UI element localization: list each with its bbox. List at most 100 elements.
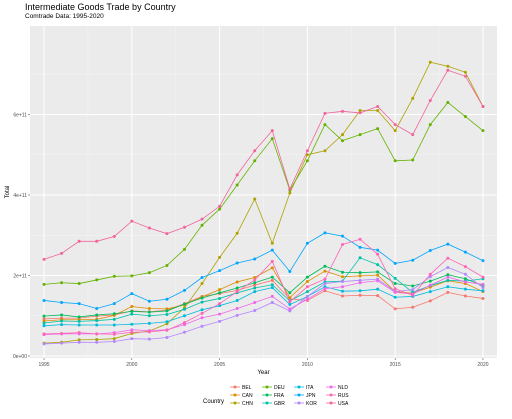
data-point-ita <box>95 323 99 327</box>
data-point-gbr <box>393 276 397 280</box>
data-point-deu <box>305 159 309 163</box>
data-point-deu <box>77 282 81 286</box>
series-line-deu <box>44 101 484 285</box>
legend-key-point <box>265 393 269 397</box>
data-point-kor <box>446 265 450 269</box>
data-point-gbr <box>77 319 81 323</box>
data-point-usa <box>200 217 204 221</box>
data-point-usa <box>235 173 239 177</box>
data-point-usa <box>463 74 467 78</box>
data-point-jpn <box>358 245 362 249</box>
data-point-can <box>235 280 239 284</box>
data-point-ita <box>270 286 274 290</box>
data-point-can <box>376 273 380 277</box>
data-point-kor <box>77 340 81 344</box>
data-point-rus <box>393 287 397 291</box>
data-point-usa <box>446 68 450 72</box>
data-point-kor <box>270 300 274 304</box>
data-point-gbr <box>218 296 222 300</box>
data-point-kor <box>235 313 239 317</box>
data-point-kor <box>358 278 362 282</box>
data-point-gbr <box>200 300 204 304</box>
data-point-ita <box>42 324 46 328</box>
data-point-can <box>130 304 134 308</box>
data-point-rus <box>341 243 345 247</box>
series-layer <box>42 60 485 346</box>
data-point-kor <box>481 286 485 290</box>
data-point-kor <box>165 335 169 339</box>
data-point-bel <box>341 294 345 298</box>
data-point-chn <box>376 109 380 113</box>
data-point-kor <box>95 340 99 344</box>
data-point-kor <box>411 288 415 292</box>
data-point-chn <box>358 109 362 113</box>
legend-label: DEU <box>274 385 285 391</box>
legend-item-rus: RUS <box>326 393 349 399</box>
data-point-chn <box>341 133 345 137</box>
data-point-bel <box>411 305 415 309</box>
data-point-chn <box>235 231 239 235</box>
data-point-rus <box>463 265 467 269</box>
data-point-bel <box>463 294 467 298</box>
data-point-ita <box>341 289 345 293</box>
data-point-chn <box>446 64 450 68</box>
series-line-rus <box>44 238 484 335</box>
data-point-deu <box>95 278 99 282</box>
legend-item-fra: FRA <box>262 393 285 399</box>
series-jpn <box>42 231 485 311</box>
data-point-fra <box>463 277 467 281</box>
data-point-chn <box>323 149 327 153</box>
data-point-nld <box>218 312 222 316</box>
data-point-kor <box>323 282 327 286</box>
data-point-nld <box>270 294 274 298</box>
data-point-jpn <box>60 300 64 304</box>
data-point-fra <box>341 270 345 274</box>
data-point-deu <box>323 123 327 127</box>
chart-title: Intermediate Goods Trade by Country <box>25 2 176 12</box>
data-point-fra <box>253 281 257 285</box>
data-point-deu <box>182 247 186 251</box>
data-point-chn <box>253 197 257 201</box>
data-point-rus <box>112 332 116 336</box>
data-point-gbr <box>270 283 274 287</box>
data-point-ita <box>235 298 239 302</box>
legend-key-point <box>297 401 301 405</box>
data-point-bel <box>446 290 450 294</box>
data-point-jpn <box>253 257 257 261</box>
data-point-bel <box>376 294 380 298</box>
data-point-usa <box>165 232 169 236</box>
data-point-rus <box>481 275 485 279</box>
data-point-gbr <box>253 286 257 290</box>
legend-label: GBR <box>274 401 285 407</box>
legend-item-jpn: JPN <box>294 393 316 399</box>
data-point-deu <box>270 137 274 141</box>
data-point-rus <box>358 237 362 241</box>
data-point-usa <box>428 98 432 102</box>
data-point-deu <box>393 159 397 163</box>
data-point-usa <box>341 109 345 113</box>
data-point-rus <box>323 277 327 281</box>
data-point-gbr <box>182 307 186 311</box>
data-point-usa <box>288 187 292 191</box>
data-point-gbr <box>446 278 450 282</box>
legend-key-point <box>329 401 333 405</box>
data-point-kor <box>60 341 64 345</box>
data-point-nld <box>288 307 292 311</box>
data-point-jpn <box>235 261 239 265</box>
data-point-ita <box>358 289 362 293</box>
legend-label: BEL <box>242 385 252 391</box>
data-point-ita <box>147 321 151 325</box>
data-point-jpn <box>393 261 397 265</box>
data-point-rus <box>305 285 309 289</box>
data-point-ita <box>481 289 485 293</box>
data-point-deu <box>42 282 46 286</box>
data-point-bel <box>393 307 397 311</box>
legend-item-ita: ITA <box>294 385 314 391</box>
data-point-usa <box>182 225 186 229</box>
data-point-deu <box>253 159 257 163</box>
legend-label: CAN <box>242 393 253 399</box>
data-point-usa <box>112 234 116 238</box>
data-point-deu <box>147 271 151 275</box>
data-point-nld <box>341 285 345 289</box>
data-point-bel <box>270 278 274 282</box>
